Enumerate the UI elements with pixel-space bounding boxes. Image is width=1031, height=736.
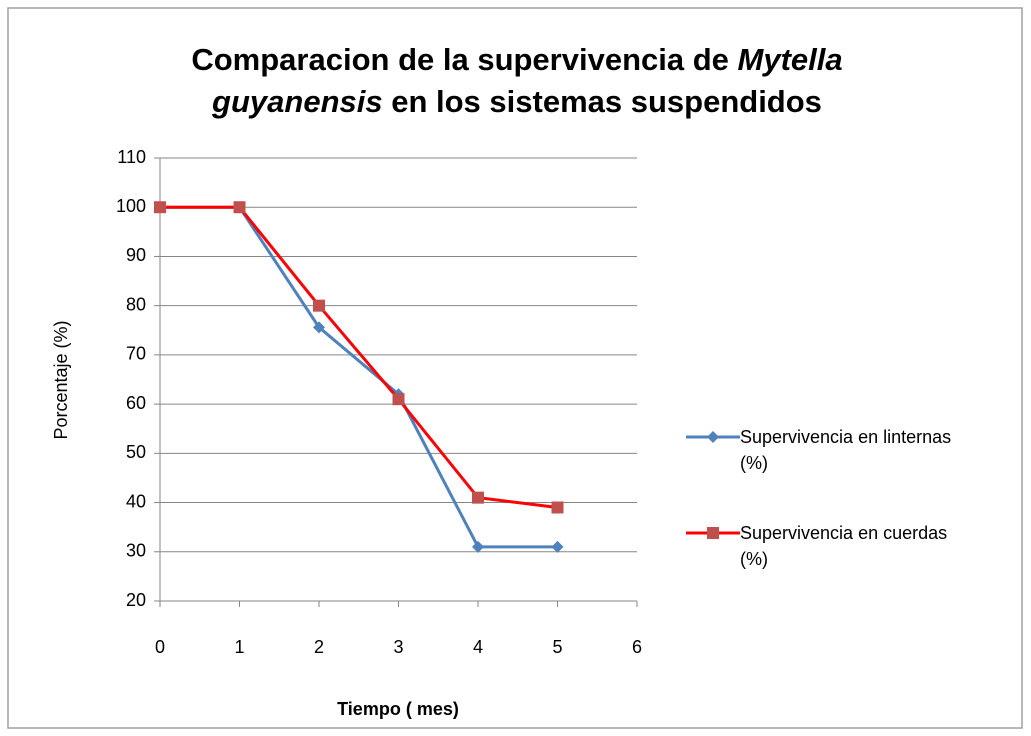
- x-tick-label: 2: [314, 637, 324, 657]
- title-segment: Mytella: [738, 42, 843, 77]
- y-tick-label: 30: [126, 541, 146, 561]
- x-tick-label: 3: [393, 637, 403, 657]
- y-tick-label: 60: [126, 393, 146, 413]
- legend-label: Supervivencia en cuerdas (%): [740, 523, 948, 569]
- data-point: [154, 201, 166, 214]
- series-line: [160, 205, 558, 509]
- x-tick-label: 5: [552, 637, 562, 657]
- chart-border: [7, 7, 1023, 729]
- y-tick-label: 40: [126, 491, 146, 511]
- y-tick-label: 70: [126, 344, 146, 364]
- y-tick-label: 50: [126, 442, 146, 462]
- data-point: [313, 299, 325, 312]
- chart-title: Comparacion de la supervivencia de Mytel…: [191, 42, 842, 77]
- y-axis-label: Porcentaje (%): [51, 320, 71, 439]
- data-point: [551, 540, 564, 553]
- legend-marker: [707, 527, 719, 539]
- x-axis-label: Tiempo ( mes): [337, 699, 459, 719]
- data-point: [551, 501, 564, 514]
- legend-marker: [707, 431, 719, 443]
- data-point: [313, 321, 325, 334]
- data-point: [472, 540, 484, 553]
- y-tick-label: 110: [117, 147, 146, 167]
- y-tick-label: 100: [116, 196, 146, 216]
- title-segment: Comparacion de la supervivencia de: [191, 42, 737, 77]
- data-point: [472, 491, 484, 504]
- y-tick-label: 80: [126, 294, 146, 314]
- x-tick-label: 1: [234, 637, 244, 657]
- data-point: [392, 393, 405, 406]
- title-segment: guyanensis: [211, 84, 383, 119]
- y-tick-label: 20: [126, 590, 146, 610]
- data-point: [233, 201, 246, 214]
- y-tick-label: 90: [126, 245, 146, 265]
- x-tick-label: 0: [155, 637, 165, 657]
- chart-title: guyanensis en los sistemas suspendidos: [211, 84, 822, 119]
- title-segment: en los sistemas suspendidos: [383, 84, 822, 119]
- legend-label: Supervivencia en linternas (%): [740, 427, 952, 473]
- x-tick-label: 6: [632, 637, 642, 657]
- x-tick-label: 4: [473, 637, 483, 657]
